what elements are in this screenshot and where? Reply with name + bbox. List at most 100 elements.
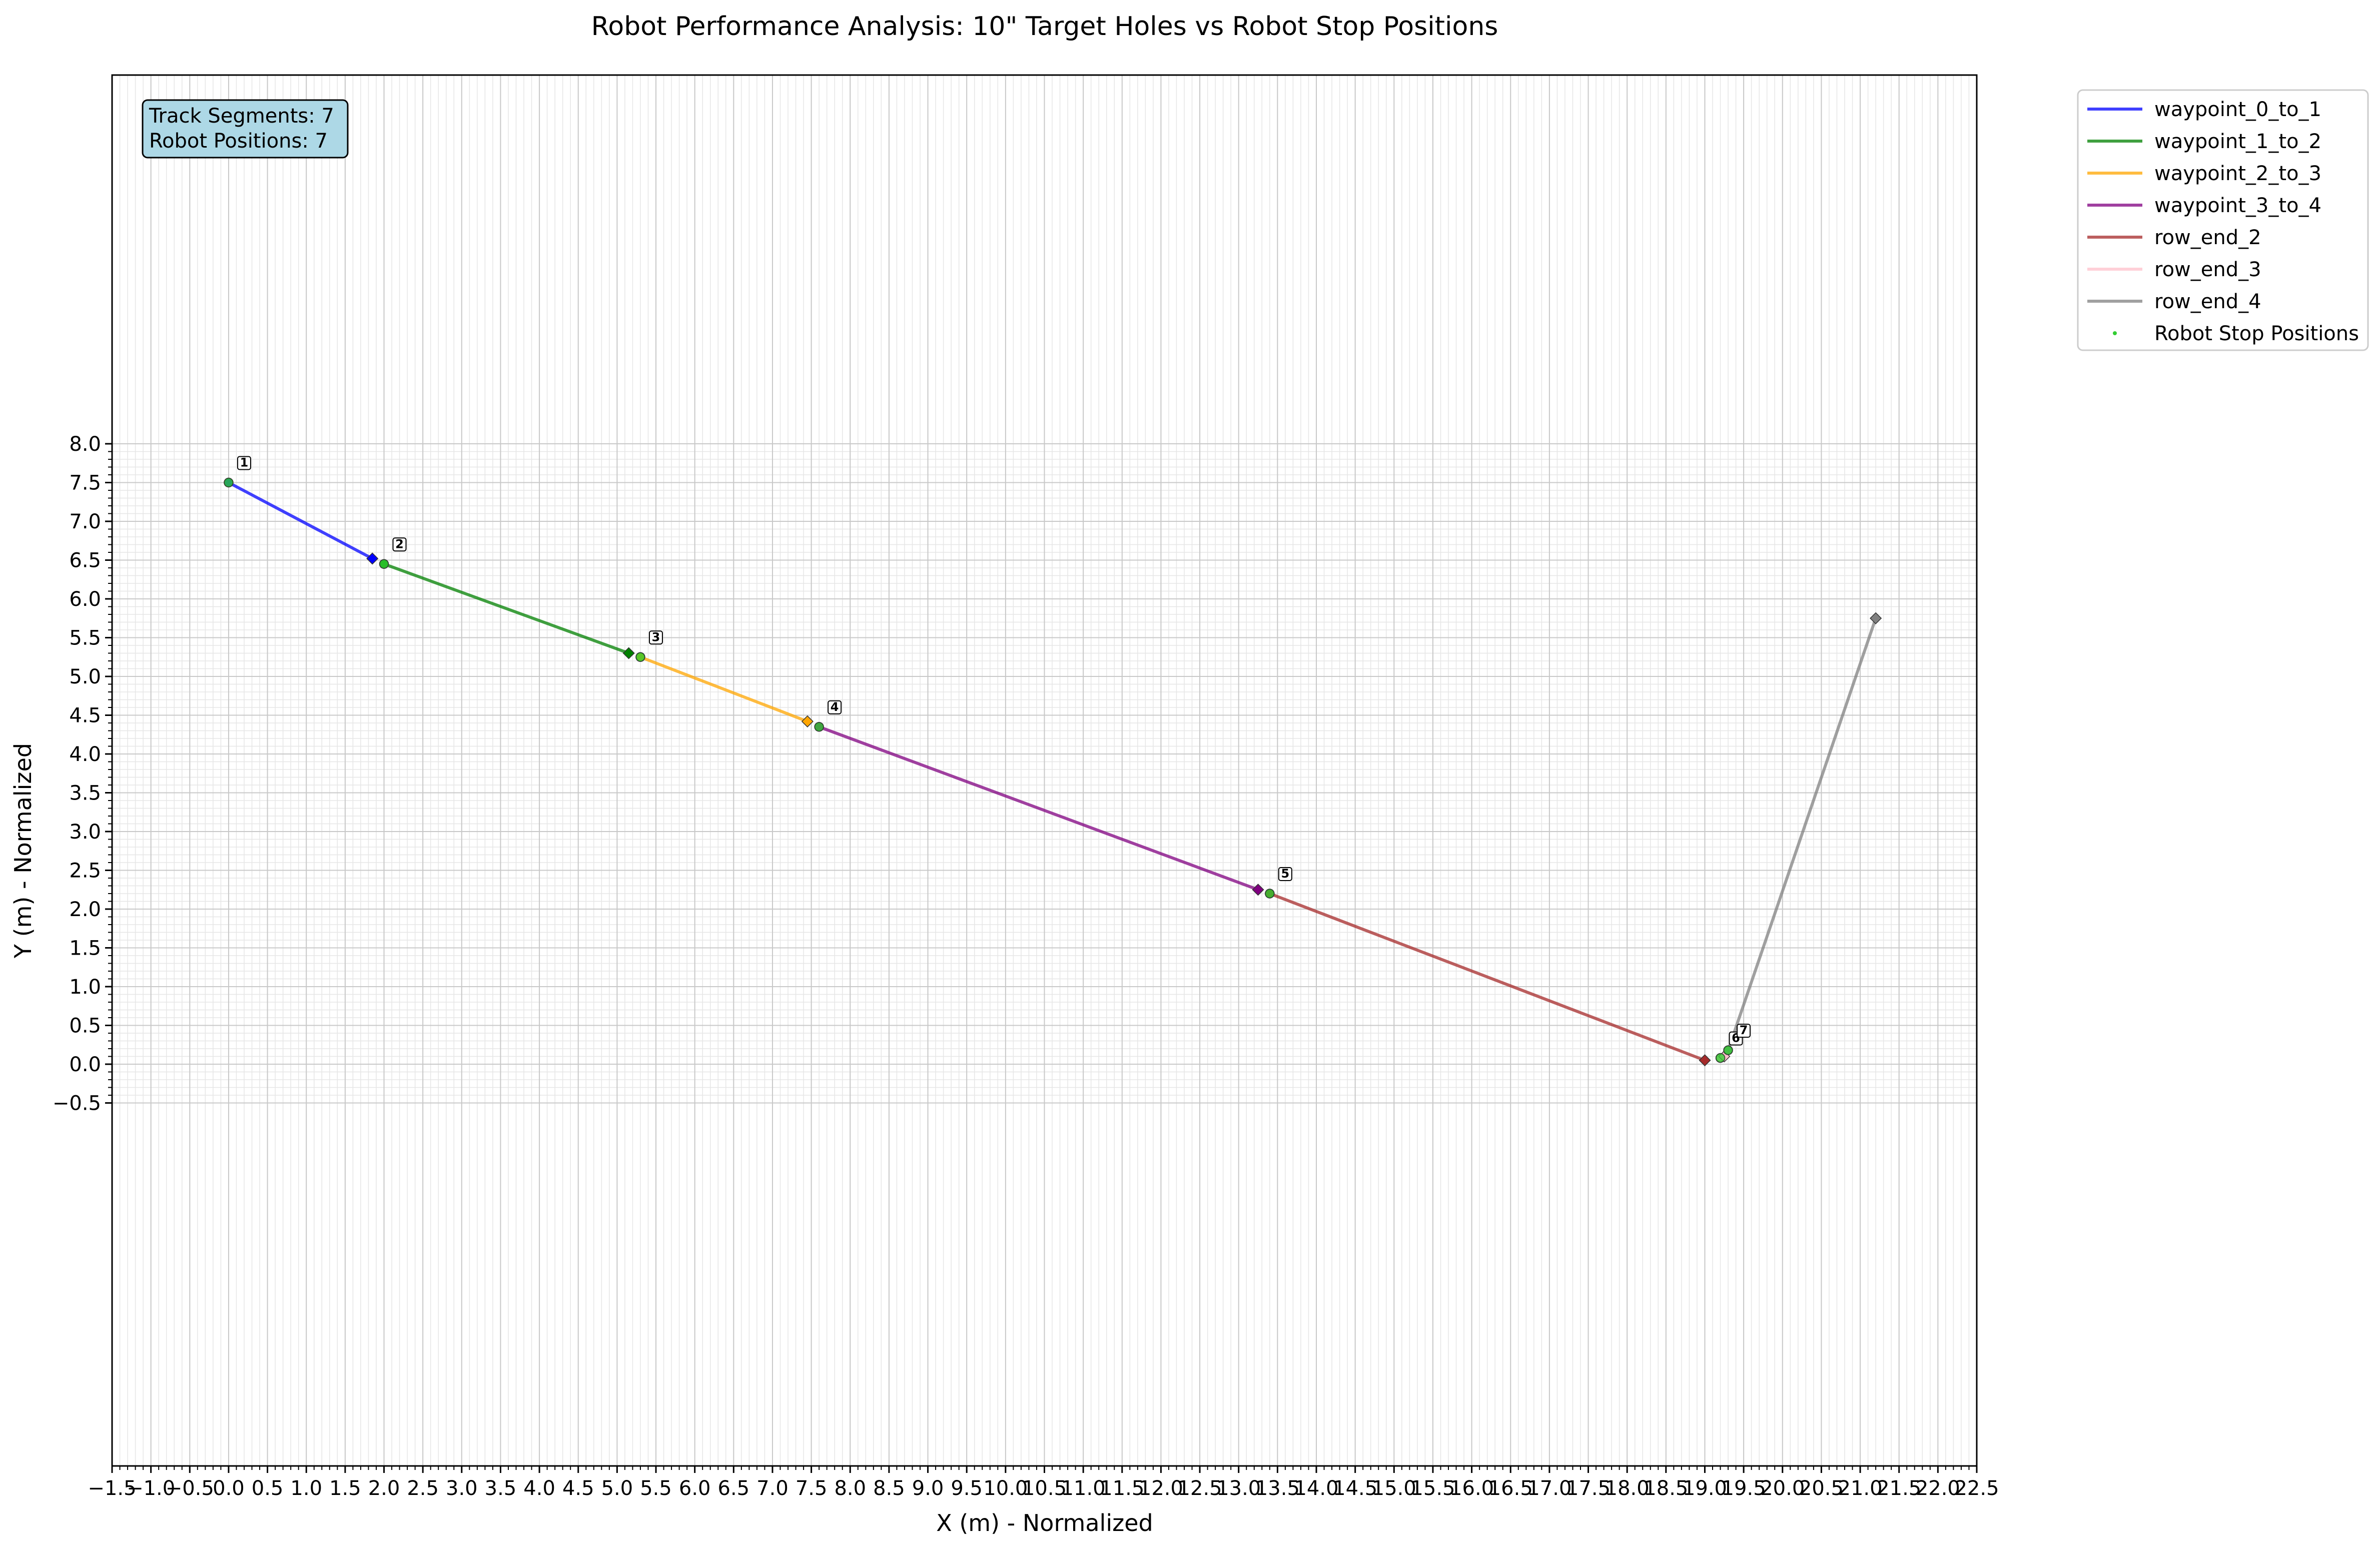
stop-label-3: 3 bbox=[652, 630, 660, 644]
x-tick-label: 19.5 bbox=[1722, 1477, 1766, 1500]
y-tick-label: 0.0 bbox=[69, 1053, 101, 1076]
x-tick-label: 18.5 bbox=[1644, 1477, 1688, 1500]
series-line-waypoint_1_to_2 bbox=[383, 562, 629, 655]
x-tick-label: 17.5 bbox=[1566, 1477, 1611, 1500]
x-tick-label: 20.0 bbox=[1760, 1477, 1805, 1500]
x-tick-label: 10.0 bbox=[983, 1477, 1028, 1500]
legend-label-row_end_3: row_end_3 bbox=[2154, 258, 2261, 281]
x-tick-label: 15.5 bbox=[1410, 1477, 1455, 1500]
y-tick-label: 6.0 bbox=[69, 588, 101, 611]
x-tick-label: 11.5 bbox=[1100, 1477, 1144, 1500]
legend-label-row_end_2: row_end_2 bbox=[2154, 226, 2261, 249]
x-tick-label: −1.0 bbox=[127, 1477, 175, 1500]
stop-label-box bbox=[648, 630, 663, 645]
series-line-waypoint_3_to_4 bbox=[819, 725, 1259, 892]
y-tick-label: 4.5 bbox=[69, 704, 101, 727]
x-tick-label: 21.5 bbox=[1877, 1477, 1921, 1500]
robot-stop-marker bbox=[814, 722, 824, 732]
stop-label-box bbox=[828, 700, 842, 714]
x-tick-label: 3.5 bbox=[485, 1477, 517, 1500]
x-tick-label: 1.0 bbox=[290, 1477, 322, 1500]
robot-stop-marker bbox=[224, 477, 234, 488]
stop-label-1: 1 bbox=[240, 456, 249, 470]
x-axis-label: X (m) - Normalized bbox=[936, 1509, 1153, 1536]
y-tick-label: 4.0 bbox=[69, 743, 101, 766]
chart-title: Robot Performance Analysis: 10" Target H… bbox=[591, 12, 1498, 42]
legend-swatch-robot-stop-positions bbox=[2113, 331, 2117, 335]
stop-label-4: 4 bbox=[831, 700, 839, 714]
y-axis-label: Y (m) - Normalized bbox=[10, 743, 37, 959]
robot-stop-marker bbox=[1265, 889, 1275, 899]
stop-label-5: 5 bbox=[1281, 867, 1289, 881]
x-tick-label: 20.5 bbox=[1799, 1477, 1844, 1500]
y-tick-label: 6.5 bbox=[69, 549, 101, 572]
x-tick-label: 3.0 bbox=[446, 1477, 478, 1500]
y-tick-label: 8.0 bbox=[69, 433, 101, 456]
legend-label-waypoint_1_to_2: waypoint_1_to_2 bbox=[2154, 130, 2321, 153]
x-tick-label: 0.5 bbox=[252, 1477, 284, 1500]
x-tick-label: 1.5 bbox=[329, 1477, 361, 1500]
x-tick-label: 18.0 bbox=[1605, 1477, 1650, 1500]
segment-end-marker bbox=[1870, 612, 1882, 624]
robot-stop-marker bbox=[635, 652, 645, 662]
series-line-row_end_4 bbox=[1727, 617, 1877, 1051]
x-tick-label: −0.5 bbox=[166, 1477, 214, 1500]
segment-end-marker bbox=[622, 647, 635, 659]
x-tick-label: 8.0 bbox=[834, 1477, 866, 1500]
segment-end-marker bbox=[801, 715, 814, 727]
x-tick-label: 12.5 bbox=[1178, 1477, 1222, 1500]
info-box-background bbox=[142, 99, 349, 159]
x-tick-label: 14.0 bbox=[1294, 1477, 1338, 1500]
legend-label-robot-stop-positions: Robot Stop Positions bbox=[2154, 322, 2359, 345]
stop-label-box bbox=[1737, 1024, 1751, 1038]
series-lines bbox=[228, 481, 1877, 1062]
x-tick-label: 10.5 bbox=[1022, 1477, 1067, 1500]
x-tick-label: 6.5 bbox=[718, 1477, 750, 1500]
segment-end-marker bbox=[366, 552, 379, 565]
y-tick-label: 5.5 bbox=[69, 627, 101, 650]
legend-label-waypoint_0_to_1: waypoint_0_to_1 bbox=[2154, 98, 2321, 121]
info-box-track-segments: Track Segments: 7 bbox=[149, 105, 334, 128]
stop-label-box bbox=[392, 537, 407, 552]
legend-label-row_end_4: row_end_4 bbox=[2154, 290, 2261, 313]
x-tick-label: 5.5 bbox=[640, 1477, 672, 1500]
series-line-row_end_2 bbox=[1269, 892, 1706, 1062]
x-tick-label: −1.5 bbox=[88, 1477, 136, 1500]
x-tick-label: 14.5 bbox=[1333, 1477, 1377, 1500]
robot-stop-marker bbox=[1723, 1045, 1733, 1055]
x-tick-label: 22.5 bbox=[1954, 1477, 1999, 1500]
x-tick-label: 19.0 bbox=[1683, 1477, 1727, 1500]
x-tick-label: 12.0 bbox=[1139, 1477, 1183, 1500]
stop-label-2: 2 bbox=[395, 537, 404, 551]
x-tick-label: 22.0 bbox=[1916, 1477, 1960, 1500]
y-tick-label: 5.0 bbox=[69, 665, 101, 688]
info-box: Track Segments: 7 Robot Positions: 7 bbox=[142, 99, 349, 159]
markers bbox=[224, 477, 1882, 1067]
series-line-waypoint_0_to_1 bbox=[228, 481, 373, 560]
robot-stop-marker bbox=[379, 559, 389, 569]
y-axis-ticks: −0.5 0.0 0.5 1.0 1.5 2.0 2.5 3.0 3.5 4.0 4.5 5.0 5.5… bbox=[53, 433, 112, 1115]
y-tick-label: 3.5 bbox=[69, 782, 101, 805]
x-tick-label: 4.0 bbox=[523, 1477, 555, 1500]
legend-frame bbox=[2077, 89, 2369, 351]
legend-label-waypoint_2_to_3: waypoint_2_to_3 bbox=[2154, 162, 2321, 185]
x-tick-label: 2.5 bbox=[407, 1477, 439, 1500]
x-tick-label: 7.0 bbox=[756, 1477, 788, 1500]
x-tick-label: 2.0 bbox=[368, 1477, 400, 1500]
x-tick-label: 4.5 bbox=[562, 1477, 594, 1500]
x-tick-label: 17.0 bbox=[1527, 1477, 1571, 1500]
x-tick-label: 9.5 bbox=[951, 1477, 983, 1500]
legend: waypoint_0_to_1 waypoint_1_to_2 waypoint_2… bbox=[2077, 89, 2369, 351]
series-line-waypoint_2_to_3 bbox=[639, 655, 808, 723]
stop-label-box bbox=[237, 456, 251, 470]
y-tick-label: 0.5 bbox=[69, 1015, 101, 1038]
x-tick-label: 9.0 bbox=[912, 1477, 944, 1500]
y-tick-label: 3.0 bbox=[69, 821, 101, 844]
x-tick-label: 11.0 bbox=[1061, 1477, 1106, 1500]
x-tick-label: 5.0 bbox=[601, 1477, 633, 1500]
y-tick-label: 7.0 bbox=[69, 510, 101, 533]
x-tick-label: 13.5 bbox=[1255, 1477, 1300, 1500]
